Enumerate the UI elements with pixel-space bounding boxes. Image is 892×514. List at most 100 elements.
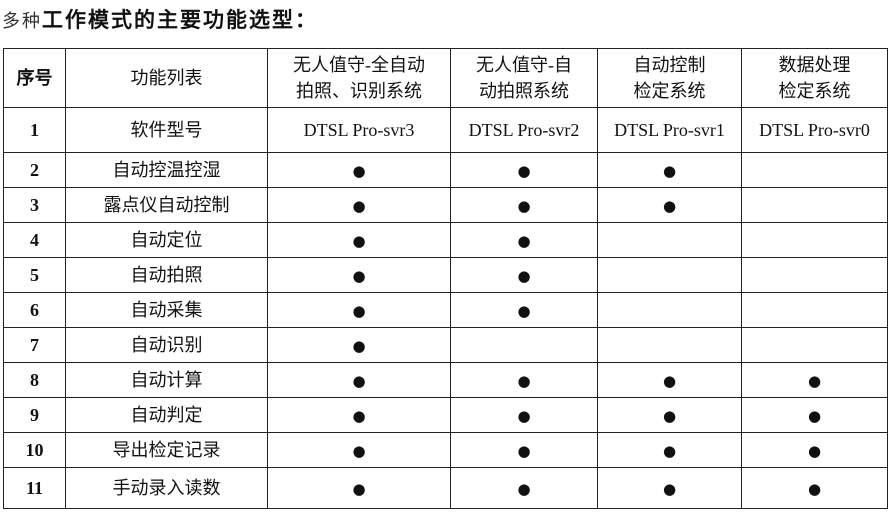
- supported-dot-icon: ●: [352, 336, 366, 355]
- title-main: 工作模式的主要功能选型：: [42, 8, 318, 32]
- feature-table: 序号 功能列表 无人值守-全自动 拍照、识别系统 无人值守-自 动拍照系统 自动…: [3, 48, 888, 509]
- row-number: 11: [3, 467, 66, 509]
- feature-name: 自动计算: [65, 362, 268, 398]
- feature-name: 自动采集: [65, 292, 268, 328]
- row-number: 7: [3, 327, 66, 363]
- support-cell: ●: [267, 362, 451, 398]
- header-cell: 无人值守-全自动 拍照、识别系统: [267, 48, 451, 108]
- feature-name: 露点仪自动控制: [65, 187, 268, 223]
- support-cell: ●: [450, 432, 598, 468]
- support-cell: [450, 327, 598, 363]
- support-cell: [741, 222, 888, 258]
- support-cell: ●: [741, 397, 888, 433]
- supported-dot-icon: ●: [807, 441, 822, 460]
- table-row: 4 自动定位 ● ●: [3, 222, 888, 258]
- table-row: 3 露点仪自动控制 ● ● ●: [3, 187, 888, 223]
- row-number: 3: [3, 187, 66, 223]
- supported-dot-icon: ●: [662, 196, 677, 215]
- supported-dot-icon: ●: [662, 479, 677, 498]
- supported-dot-icon: ●: [517, 266, 531, 285]
- feature-name: 自动拍照: [65, 257, 268, 293]
- table-row: 8 自动计算 ● ● ● ●: [3, 362, 888, 398]
- support-cell: ●: [597, 152, 742, 188]
- supported-dot-icon: ●: [807, 371, 822, 390]
- table-row: 11 手动录入读数 ● ● ● ●: [3, 467, 888, 509]
- feature-name: 自动控温控湿: [65, 152, 268, 188]
- supported-dot-icon: ●: [662, 161, 677, 180]
- title-prefix: 多种: [2, 11, 42, 32]
- supported-dot-icon: ●: [352, 266, 366, 285]
- supported-dot-icon: ●: [352, 441, 366, 460]
- supported-dot-icon: ●: [662, 441, 677, 460]
- table-row: 2 自动控温控湿 ● ● ●: [3, 152, 888, 188]
- support-cell: [741, 257, 888, 293]
- support-cell: ●: [267, 397, 451, 433]
- support-cell: ●: [450, 257, 598, 293]
- support-cell: ●: [597, 187, 742, 223]
- model-cell: DTSL Pro-svr2: [450, 107, 598, 153]
- feature-name: 自动判定: [65, 397, 268, 433]
- header-cell: 自动控制 检定系统: [597, 48, 742, 108]
- support-cell: ●: [267, 292, 451, 328]
- table-row: 6 自动采集 ● ●: [3, 292, 888, 328]
- supported-dot-icon: ●: [352, 161, 366, 180]
- table-row: 10 导出检定记录 ● ● ● ●: [3, 432, 888, 468]
- model-cell: DTSL Pro-svr3: [267, 107, 451, 153]
- feature-name: 自动识别: [65, 327, 268, 363]
- supported-dot-icon: ●: [517, 196, 531, 215]
- support-cell: [597, 257, 742, 293]
- support-cell: ●: [267, 432, 451, 468]
- support-cell: [741, 152, 888, 188]
- support-cell: [597, 222, 742, 258]
- support-cell: ●: [450, 222, 598, 258]
- feature-name: 手动录入读数: [65, 467, 268, 509]
- supported-dot-icon: ●: [352, 301, 366, 320]
- supported-dot-icon: ●: [352, 196, 366, 215]
- support-cell: ●: [267, 222, 451, 258]
- table-row: 9 自动判定 ● ● ● ●: [3, 397, 888, 433]
- feature-name: 导出检定记录: [65, 432, 268, 468]
- support-cell: ●: [267, 152, 451, 188]
- header-cell: 无人值守-自 动拍照系统: [450, 48, 598, 108]
- supported-dot-icon: ●: [517, 371, 531, 390]
- support-cell: ●: [597, 432, 742, 468]
- header-row: 序号 功能列表 无人值守-全自动 拍照、识别系统 无人值守-自 动拍照系统 自动…: [3, 48, 888, 108]
- supported-dot-icon: ●: [517, 161, 531, 180]
- supported-dot-icon: ●: [517, 231, 531, 250]
- support-cell: [741, 327, 888, 363]
- row-number: 2: [3, 152, 66, 188]
- support-cell: ●: [597, 467, 742, 509]
- row-number: 9: [3, 397, 66, 433]
- model-cell: DTSL Pro-svr1: [597, 107, 742, 153]
- row-number: 4: [3, 222, 66, 258]
- supported-dot-icon: ●: [352, 479, 366, 498]
- model-row: 1 软件型号 DTSL Pro-svr3 DTSL Pro-svr2 DTSL …: [3, 107, 888, 153]
- section-title: 多种工作模式的主要功能选型：: [2, 4, 318, 34]
- header-cell: 数据处理 检定系统: [741, 48, 888, 108]
- support-cell: ●: [267, 327, 451, 363]
- row-number: 6: [3, 292, 66, 328]
- row-number: 5: [3, 257, 66, 293]
- support-cell: ●: [450, 187, 598, 223]
- supported-dot-icon: ●: [352, 371, 366, 390]
- support-cell: ●: [267, 187, 451, 223]
- supported-dot-icon: ●: [662, 406, 677, 425]
- feature-name: 软件型号: [65, 107, 268, 153]
- supported-dot-icon: ●: [352, 406, 366, 425]
- model-cell: DTSL Pro-svr0: [741, 107, 888, 153]
- support-cell: ●: [741, 362, 888, 398]
- supported-dot-icon: ●: [352, 231, 366, 250]
- header-cell: 功能列表: [65, 48, 268, 108]
- support-cell: ●: [597, 397, 742, 433]
- support-cell: [741, 292, 888, 328]
- support-cell: ●: [450, 152, 598, 188]
- table-row: 7 自动识别 ●: [3, 327, 888, 363]
- supported-dot-icon: ●: [517, 406, 531, 425]
- table-row: 5 自动拍照 ● ●: [3, 257, 888, 293]
- supported-dot-icon: ●: [517, 479, 531, 498]
- support-cell: ●: [267, 257, 451, 293]
- support-cell: ●: [741, 467, 888, 509]
- supported-dot-icon: ●: [807, 479, 822, 498]
- support-cell: [597, 292, 742, 328]
- supported-dot-icon: ●: [807, 406, 822, 425]
